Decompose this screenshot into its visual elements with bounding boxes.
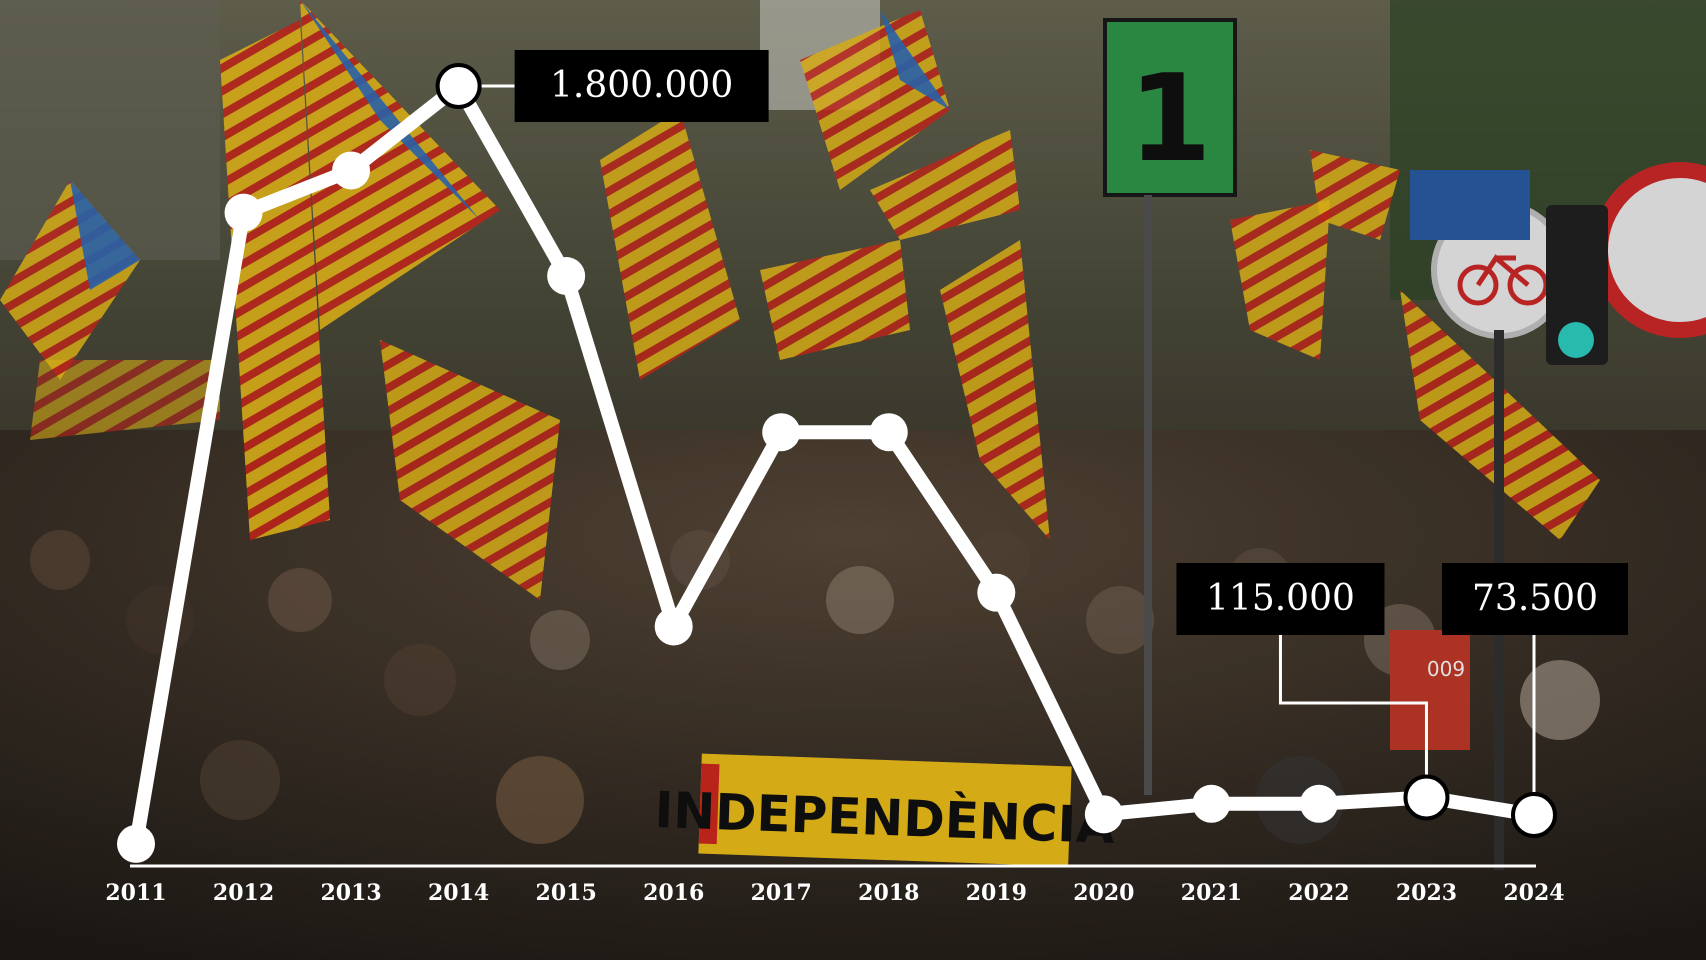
svg-text:1: 1	[1128, 50, 1212, 189]
data-point-2012	[224, 193, 263, 232]
leader-2023	[1278, 635, 1428, 798]
x-tick-label-2024: 2024	[1503, 880, 1564, 906]
data-point-2019	[977, 573, 1016, 612]
x-tick-label-2021: 2021	[1181, 880, 1242, 906]
annotation-labels: 1.800.000 115.000 73.500	[514, 50, 1628, 635]
data-point-2024	[1511, 791, 1557, 838]
x-tick-label-2019: 2019	[966, 880, 1027, 906]
x-tick-label-2014: 2014	[428, 880, 489, 906]
data-point-2020	[1084, 795, 1123, 834]
x-tick-label-2012: 2012	[213, 880, 274, 906]
data-point-2022	[1299, 784, 1338, 823]
data-point-2011	[117, 824, 155, 863]
data-point-2014	[435, 63, 482, 109]
annotation-label-2023: 115.000	[1206, 578, 1355, 619]
x-tick-label-2011: 2011	[105, 880, 166, 906]
data-point-2017	[762, 413, 801, 452]
data-point-2015	[547, 257, 586, 295]
svg-text:009: 009	[1427, 657, 1465, 681]
x-tick-label-2017: 2017	[751, 880, 812, 906]
data-point-2018	[869, 413, 908, 452]
x-tick-label-2018: 2018	[858, 880, 919, 906]
data-point-2016	[654, 607, 693, 646]
annotation-box-2014	[514, 50, 769, 122]
x-tick-label-2020: 2020	[1073, 880, 1134, 906]
data-point-2023	[1403, 774, 1450, 821]
data-point-2021	[1192, 784, 1231, 823]
x-tick-label-2013: 2013	[320, 880, 381, 906]
annotation-box-2023	[1176, 563, 1385, 635]
x-tick-label-2015: 2015	[536, 880, 597, 906]
x-tick-labels: 2011 2012 2013 2014 2015 2016 2017 2018 2019 2020…	[105, 880, 1564, 906]
x-tick-label-2023: 2023	[1396, 880, 1457, 906]
annotation-label-2024: 73.500	[1472, 578, 1598, 619]
x-tick-label-2016: 2016	[643, 880, 704, 906]
series-line	[129, 79, 1541, 851]
annotation-box-2024	[1442, 563, 1628, 635]
data-point-2013	[332, 151, 371, 190]
x-tick-label-2022: 2022	[1288, 880, 1349, 906]
annotation-label-2014: 1.800.000	[550, 65, 733, 106]
data-points	[117, 63, 1557, 863]
